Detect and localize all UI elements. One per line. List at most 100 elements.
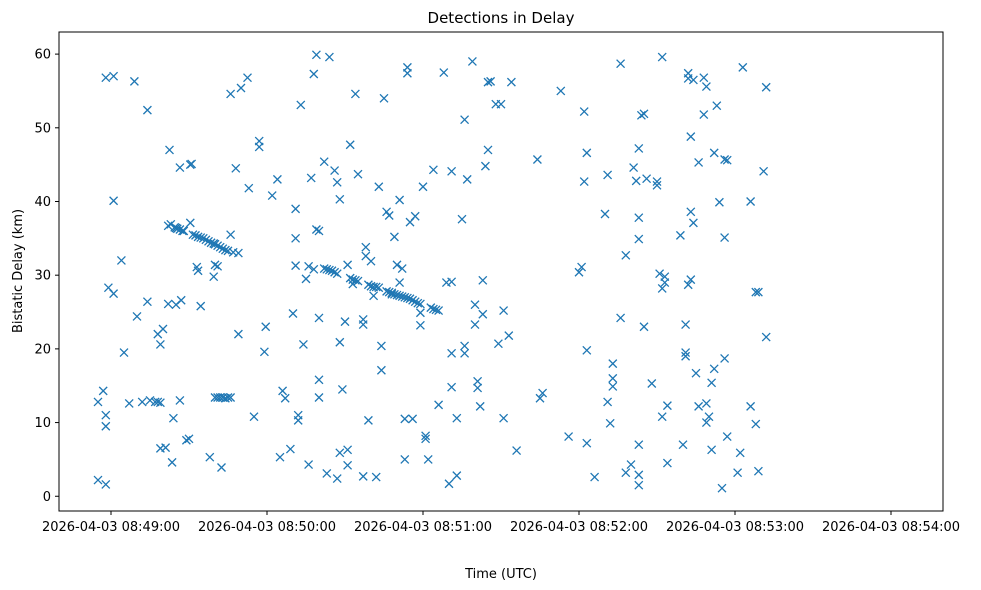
y-tick-label: 0 xyxy=(43,490,51,505)
data-point xyxy=(395,291,405,301)
data-point xyxy=(621,468,631,478)
data-point xyxy=(415,299,425,309)
data-point xyxy=(655,269,665,279)
data-point xyxy=(634,480,644,490)
data-point xyxy=(582,148,592,158)
data-point xyxy=(395,278,405,288)
data-point xyxy=(499,413,509,423)
data-point xyxy=(426,303,436,313)
data-point xyxy=(603,397,613,407)
data-point xyxy=(153,397,163,407)
data-point xyxy=(309,69,319,79)
data-point xyxy=(473,383,483,393)
data-point xyxy=(428,165,438,175)
plot-area-frame xyxy=(58,31,944,512)
data-point xyxy=(129,76,139,86)
data-point xyxy=(101,73,111,83)
data-point xyxy=(278,386,288,396)
data-point xyxy=(699,73,709,83)
data-point xyxy=(701,398,711,408)
data-point xyxy=(363,415,373,425)
data-point xyxy=(226,393,236,402)
data-point xyxy=(210,260,220,270)
data-point xyxy=(634,143,644,153)
data-point xyxy=(452,413,462,423)
data-point xyxy=(324,52,334,62)
data-point xyxy=(504,331,514,341)
data-point xyxy=(457,214,467,224)
x-tick-label: 2026-04-03 08:52:00 xyxy=(510,520,648,535)
data-point xyxy=(345,273,355,283)
data-point xyxy=(720,233,730,243)
data-point xyxy=(223,246,233,256)
data-point xyxy=(634,213,644,223)
data-point xyxy=(759,166,769,176)
data-point xyxy=(196,301,206,311)
data-point xyxy=(413,298,423,308)
data-point xyxy=(675,230,685,240)
data-point xyxy=(361,242,371,252)
data-point xyxy=(124,398,134,408)
data-point xyxy=(371,282,381,292)
data-point xyxy=(751,287,761,297)
data-point xyxy=(753,466,763,476)
data-point xyxy=(535,393,545,403)
data-point xyxy=(694,157,704,167)
data-point xyxy=(657,52,667,62)
chart-title: Detections in Delay xyxy=(428,9,575,27)
data-point xyxy=(301,274,311,284)
data-point xyxy=(188,230,198,240)
data-point xyxy=(314,375,324,385)
y-axis: 0 10 20 30 40 50 60 xyxy=(34,48,59,505)
data-point xyxy=(205,452,215,462)
data-point xyxy=(142,297,152,307)
data-point xyxy=(694,401,704,411)
data-point xyxy=(98,386,108,396)
data-point xyxy=(735,448,745,458)
x-tick-label: 2026-04-03 08:51:00 xyxy=(354,520,492,535)
data-point xyxy=(631,176,641,186)
data-point xyxy=(699,110,709,119)
data-point xyxy=(220,245,230,255)
data-point xyxy=(439,68,449,77)
data-point xyxy=(193,232,203,242)
data-point xyxy=(662,458,672,468)
data-point xyxy=(688,75,698,85)
data-point xyxy=(460,115,470,125)
data-point xyxy=(324,265,334,275)
data-point xyxy=(480,161,490,171)
data-point xyxy=(709,148,719,158)
data-point xyxy=(350,275,360,285)
data-point xyxy=(470,300,480,310)
data-point xyxy=(564,432,574,442)
x-tick-label: 2026-04-03 08:50:00 xyxy=(198,520,336,535)
data-point xyxy=(233,248,243,258)
data-point xyxy=(486,76,496,86)
data-point xyxy=(343,260,353,270)
data-point xyxy=(314,226,324,236)
data-point xyxy=(306,173,316,183)
data-point xyxy=(496,99,506,109)
x-axis-label: Time (UTC) xyxy=(464,567,537,582)
data-point xyxy=(272,174,282,184)
data-point xyxy=(499,306,509,316)
data-point xyxy=(428,304,438,314)
data-point xyxy=(660,278,670,288)
data-point xyxy=(402,68,412,78)
data-point xyxy=(408,295,418,305)
data-point xyxy=(688,218,698,228)
data-point xyxy=(642,174,652,184)
data-point xyxy=(621,250,631,260)
data-point xyxy=(176,295,186,305)
data-point xyxy=(447,382,457,392)
data-point xyxy=(236,83,246,93)
data-point xyxy=(382,207,392,217)
data-point xyxy=(319,264,329,274)
data-point xyxy=(178,226,187,236)
data-point xyxy=(582,438,592,448)
data-point xyxy=(322,264,332,274)
data-point xyxy=(714,197,724,207)
data-point xyxy=(145,396,155,405)
data-point xyxy=(634,234,644,244)
